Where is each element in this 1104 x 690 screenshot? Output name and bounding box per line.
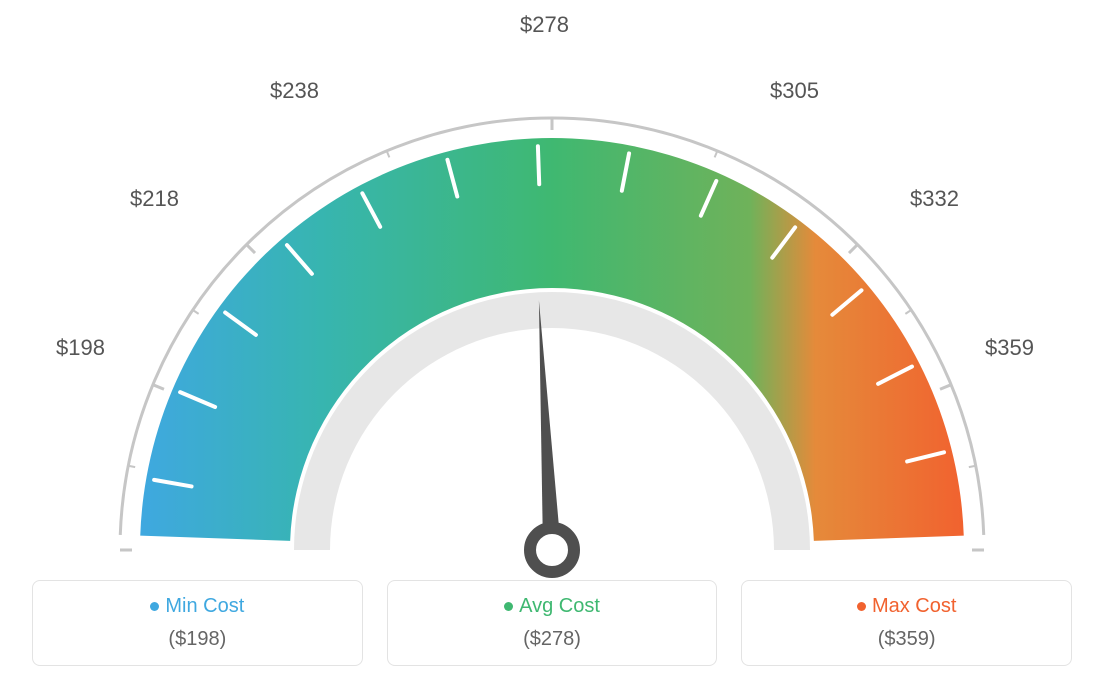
legend-max-label: Max Cost <box>872 595 956 617</box>
dot-icon <box>504 602 513 611</box>
dot-icon <box>857 602 866 611</box>
legend-avg-card: Avg Cost ($278) <box>387 580 718 666</box>
tick-label: $218 <box>130 186 179 212</box>
tick-label: $332 <box>910 186 959 212</box>
gauge-chart: $198 $218 $238 $278 $305 $332 $359 <box>0 0 1104 560</box>
legend-min-title: Min Cost <box>43 595 352 618</box>
dot-icon <box>150 602 159 611</box>
legend-min-value: ($198) <box>43 628 352 651</box>
legend-max-title: Max Cost <box>752 595 1061 618</box>
legend-max-value: ($359) <box>752 628 1061 651</box>
legend-min-label: Min Cost <box>165 595 244 617</box>
legend-min-card: Min Cost ($198) <box>32 580 363 666</box>
legend-row: Min Cost ($198) Avg Cost ($278) Max Cost… <box>32 580 1072 666</box>
gauge-svg <box>0 30 1104 590</box>
legend-avg-label: Avg Cost <box>519 595 600 617</box>
legend-avg-title: Avg Cost <box>398 595 707 618</box>
legend-avg-value: ($278) <box>398 628 707 651</box>
tick-label: $359 <box>985 335 1034 361</box>
tick-label: $238 <box>270 78 319 104</box>
tick-label: $305 <box>770 78 819 104</box>
legend-max-card: Max Cost ($359) <box>741 580 1072 666</box>
tick-label: $198 <box>56 335 105 361</box>
cost-gauge-container: $198 $218 $238 $278 $305 $332 $359 Min Cost ($… <box>0 0 1104 690</box>
tick-label: $278 <box>520 12 569 38</box>
